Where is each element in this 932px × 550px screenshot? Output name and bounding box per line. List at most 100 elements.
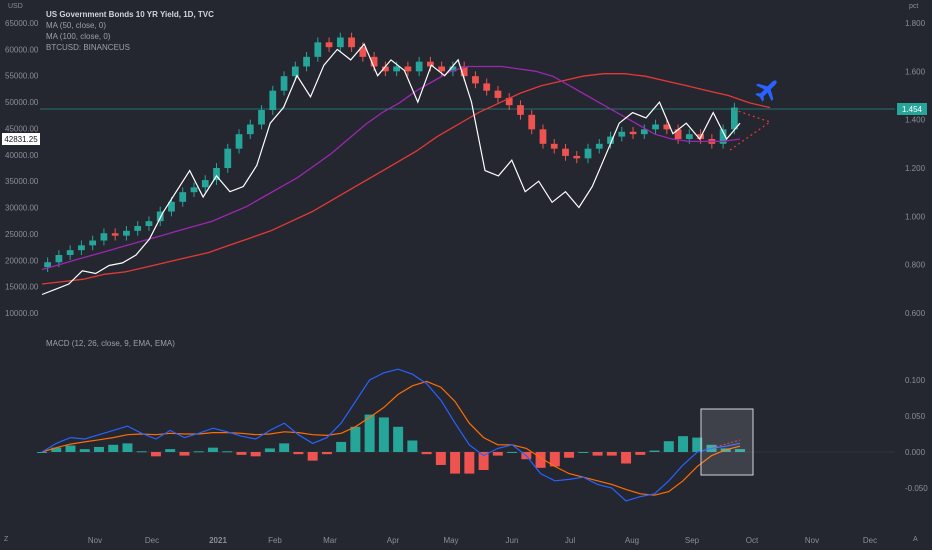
candle-body — [224, 148, 232, 168]
time-axis-tick: Dec — [863, 536, 877, 545]
histogram-bar — [535, 452, 546, 468]
candle-body — [336, 37, 344, 48]
candle-body — [381, 66, 389, 72]
right-price-badge: 1.454 — [897, 103, 927, 115]
time-axis-tick: Jun — [506, 536, 519, 545]
histogram-bar — [364, 414, 375, 452]
candle-body — [505, 97, 513, 106]
time-axis-tick: May — [443, 536, 458, 545]
zoom-button[interactable]: Z — [4, 536, 9, 543]
histogram-bar — [606, 452, 617, 456]
candle-body — [584, 148, 592, 159]
left-axis-tick: 10000.00 — [5, 309, 39, 318]
histogram-bar — [37, 452, 47, 453]
histogram-bar — [136, 451, 147, 453]
histogram-bar — [635, 452, 646, 455]
candle-body — [393, 66, 401, 72]
airplane-icon — [755, 80, 777, 102]
histogram-bar — [250, 452, 261, 457]
candle-body — [258, 110, 265, 125]
time-axis-tick: Mar — [323, 536, 337, 545]
histogram-bar — [122, 443, 133, 452]
histogram-bar — [678, 436, 689, 452]
histogram-bar — [450, 452, 461, 474]
macd-legend: MACD (12, 26, close, 9, EMA, EMA) — [46, 339, 175, 348]
svg-text:1.454: 1.454 — [902, 105, 923, 114]
candle-body — [719, 129, 727, 144]
histogram-bar — [179, 452, 190, 456]
histogram-bar — [108, 444, 119, 452]
histogram-bar — [65, 445, 76, 452]
left-axis-tick: 40000.00 — [5, 151, 39, 160]
right-axis-tick: 1.000 — [905, 212, 926, 221]
candle-body — [123, 230, 130, 236]
candle-body — [652, 124, 659, 130]
candle-body — [156, 211, 164, 222]
candle-body — [449, 66, 457, 72]
histogram-bar — [592, 452, 603, 456]
candle-body — [607, 136, 614, 144]
projection-lines — [729, 109, 772, 151]
histogram-bar — [93, 446, 104, 452]
left-axis-tick: 50000.00 — [5, 98, 39, 107]
candle-body — [89, 240, 97, 246]
candle-body — [618, 131, 626, 137]
time-axis-tick: 2021 — [209, 536, 227, 545]
histogram-bar — [207, 447, 218, 452]
candle-body — [280, 76, 288, 91]
candle-body — [573, 155, 581, 159]
candle-body — [168, 201, 175, 212]
histogram-bar — [51, 447, 62, 452]
macd-axis-tick: -0.050 — [905, 484, 928, 493]
candle-body — [78, 245, 85, 251]
candle-body — [730, 107, 738, 130]
left-price-badge: 42831.25 — [2, 133, 40, 145]
histogram-bar — [236, 452, 247, 455]
histogram-bar — [307, 452, 318, 461]
currency-label: USD — [8, 3, 23, 10]
right-axis-tick: 1.200 — [905, 164, 926, 173]
histogram-bar — [378, 417, 389, 452]
left-axis-tick: 60000.00 — [5, 45, 39, 54]
highlight-box — [700, 408, 754, 476]
candle-body — [629, 131, 637, 135]
candle-body — [415, 61, 423, 72]
left-axis-tick: 55000.00 — [5, 72, 39, 81]
time-axis-tick: Sep — [685, 536, 700, 545]
candle-body — [213, 168, 220, 181]
candle-body — [348, 37, 355, 48]
candle-body — [269, 90, 277, 110]
candle-body — [685, 134, 693, 139]
histogram-bar — [478, 452, 489, 470]
time-axis: Nov Dec 2021 Feb Mar Apr May Jun Jul Aug Sep Oct Nov… — [88, 536, 877, 545]
candle-body — [246, 124, 254, 135]
left-axis-tick: 45000.00 — [5, 124, 39, 133]
histogram-bar — [407, 440, 418, 452]
histogram-bar — [293, 452, 304, 455]
candle-body — [517, 105, 524, 115]
candle-body — [438, 66, 446, 72]
candle-body — [100, 233, 108, 241]
histogram-bar — [549, 452, 560, 467]
legend-ma50: MA (50, close, 0) — [46, 21, 107, 30]
right-yield-axis: 1.800 1.600 1.400 1.200 1.000 0.800 0.600 — [905, 19, 926, 318]
candle-body — [494, 90, 502, 98]
time-axis-tick: Nov — [88, 536, 102, 545]
histogram-bar — [264, 448, 275, 452]
signal-line — [41, 380, 741, 496]
time-axis-tick: Dec — [145, 536, 159, 545]
histogram-bar — [663, 441, 674, 452]
histogram-bar — [165, 449, 176, 452]
candle-body — [134, 226, 142, 231]
left-axis-tick: 65000.00 — [5, 19, 39, 28]
histogram-bar — [578, 452, 589, 453]
auto-scale-button[interactable]: A — [913, 536, 918, 543]
candle-body — [359, 47, 367, 57]
candle-body — [325, 42, 333, 48]
left-axis-tick: 30000.00 — [5, 204, 39, 213]
histogram-bar — [735, 449, 745, 452]
candle-body — [179, 192, 187, 202]
unit-label: pct — [909, 3, 919, 10]
histogram-bar — [649, 450, 660, 452]
